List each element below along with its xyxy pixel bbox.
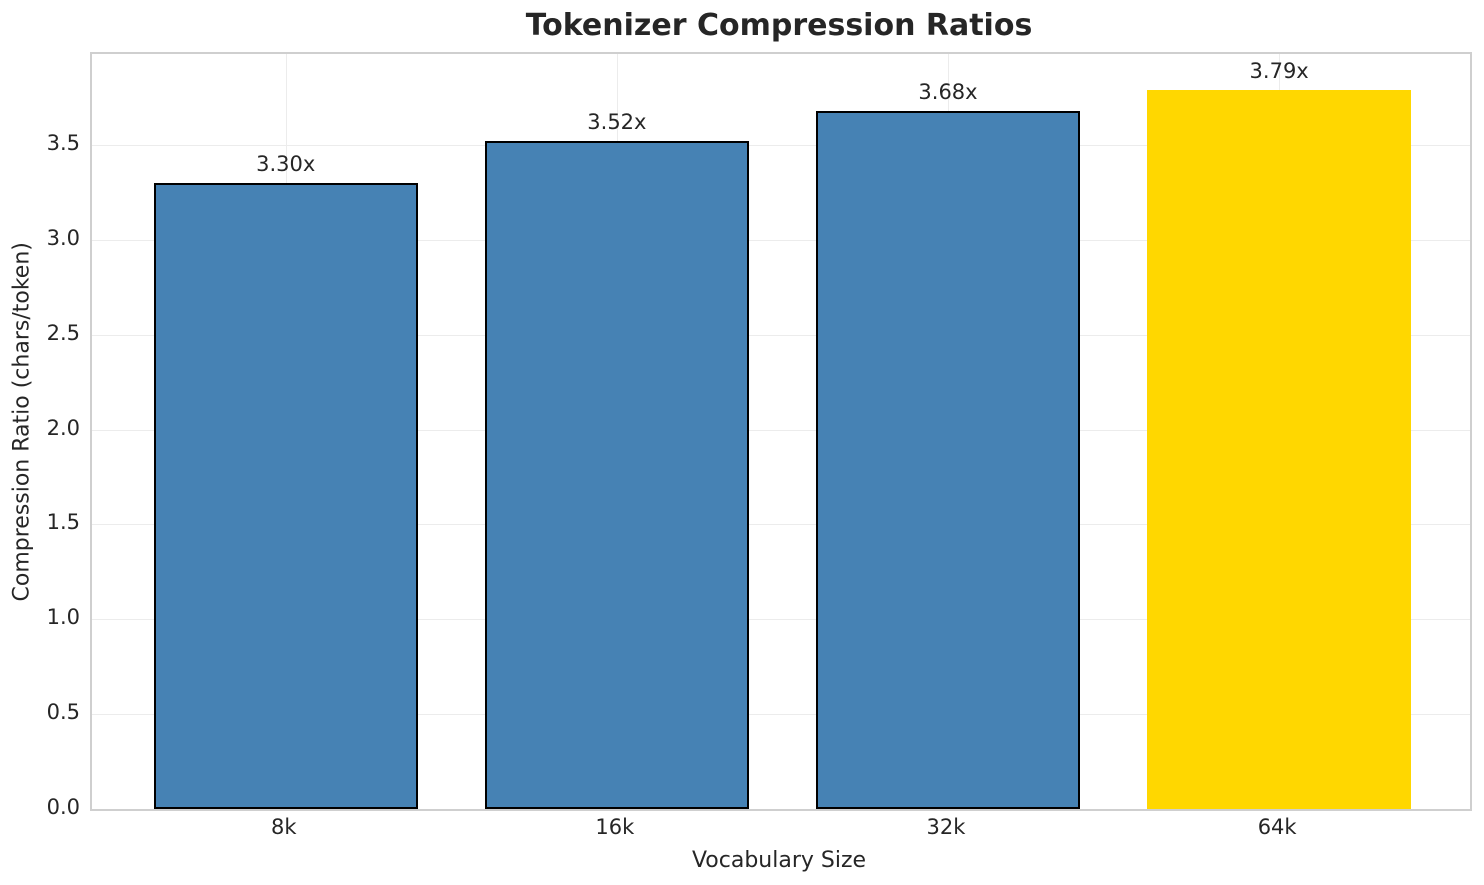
- x-tick-label: 32k: [926, 815, 966, 839]
- h-gridline: [92, 334, 1470, 336]
- y-axis-ticks: 0.0 0.5 1.0 1.5 2.0 2.5 3.0 3.5: [0, 52, 80, 819]
- x-tick-label: 8k: [270, 815, 297, 839]
- h-gridline: [92, 429, 1470, 431]
- x-tick-label: 16k: [595, 815, 635, 839]
- h-gridline: [92, 239, 1470, 241]
- h-gridline: [92, 619, 1470, 621]
- x-axis-ticks: 8k 16k 32k 64k: [90, 815, 1468, 845]
- y-tick-label: 0.0: [46, 795, 80, 819]
- y-tick-label: 1.0: [46, 605, 80, 630]
- bar-64k: [1147, 90, 1412, 809]
- bar-value-label: 3.68x: [918, 79, 978, 104]
- y-tick-label: 3.5: [46, 131, 80, 156]
- bar-value-label: 3.79x: [1249, 59, 1309, 84]
- bar-8k: [153, 183, 418, 809]
- y-tick-label: 0.5: [46, 700, 80, 725]
- bar-32k: [816, 110, 1081, 809]
- y-axis-label: Compression Ratio (chars/token): [9, 242, 35, 602]
- y-tick-label: 3.0: [46, 225, 80, 250]
- chart-title: Tokenizer Compression Ratios: [525, 8, 1033, 43]
- y-tick-label: 2.5: [46, 320, 80, 345]
- bar-16k: [484, 141, 749, 809]
- y-tick-label: 2.0: [46, 415, 80, 440]
- bar-value-label: 3.52x: [587, 110, 647, 135]
- h-gridline: [92, 524, 1470, 526]
- y-tick-label: 1.5: [46, 510, 80, 535]
- x-axis-label: Vocabulary Size: [691, 848, 867, 873]
- h-gridline: [92, 714, 1470, 716]
- bar-value-label: 3.30x: [256, 152, 316, 176]
- x-tick-label: 64k: [1257, 815, 1297, 839]
- plot-area: 3.30x 3.52x 3.68x 3.79x: [90, 52, 1472, 811]
- h-gridline: [92, 145, 1470, 147]
